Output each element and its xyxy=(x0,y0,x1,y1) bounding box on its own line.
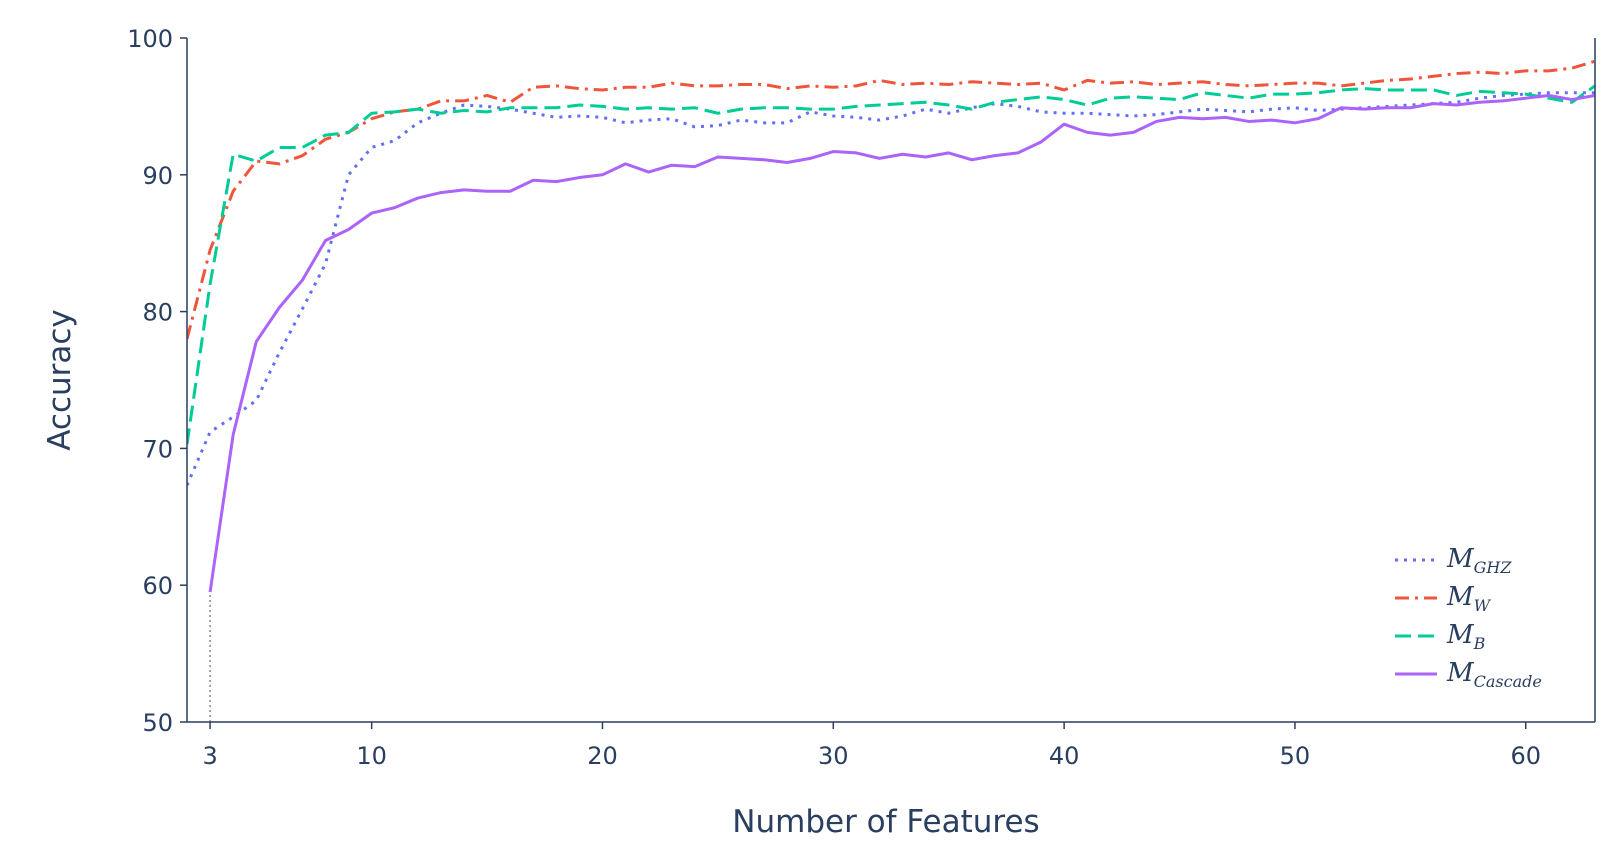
x-tick-label: 20 xyxy=(587,742,618,770)
x-tick-label: 30 xyxy=(818,742,849,770)
y-tick-label: 100 xyxy=(127,25,173,53)
ticks-layer: 3 10 20 30 40 50 60 50 60 70 80 90 100 xyxy=(127,25,1541,770)
series-line-cascade xyxy=(208,93,1595,593)
legend-label-w: MW xyxy=(1446,582,1492,615)
x-tick-label: 3 xyxy=(202,742,217,770)
y-tick-label: 70 xyxy=(142,435,173,463)
series-layer xyxy=(187,59,1595,722)
legend: MGHZ MW MB MCascade xyxy=(1395,544,1542,691)
x-tick-label: 40 xyxy=(1049,742,1080,770)
y-axis-title: Accuracy xyxy=(42,309,78,451)
y-tick-label: 80 xyxy=(142,299,173,327)
x-axis-title: Number of Features xyxy=(732,804,1039,840)
legend-label-b: MB xyxy=(1446,620,1486,653)
y-tick-label: 60 xyxy=(142,572,173,600)
axes-layer xyxy=(186,38,1596,723)
legend-label-cascade: MCascade xyxy=(1446,658,1542,691)
y-tick-label: 90 xyxy=(142,162,173,190)
x-tick-label: 50 xyxy=(1280,742,1311,770)
series-line-w xyxy=(187,59,1595,340)
series-line-b xyxy=(187,84,1595,445)
x-tick-label: 10 xyxy=(356,742,387,770)
x-tick-label: 60 xyxy=(1510,742,1541,770)
y-tick-label: 50 xyxy=(142,709,173,737)
legend-label-ghz: MGHZ xyxy=(1446,544,1512,577)
